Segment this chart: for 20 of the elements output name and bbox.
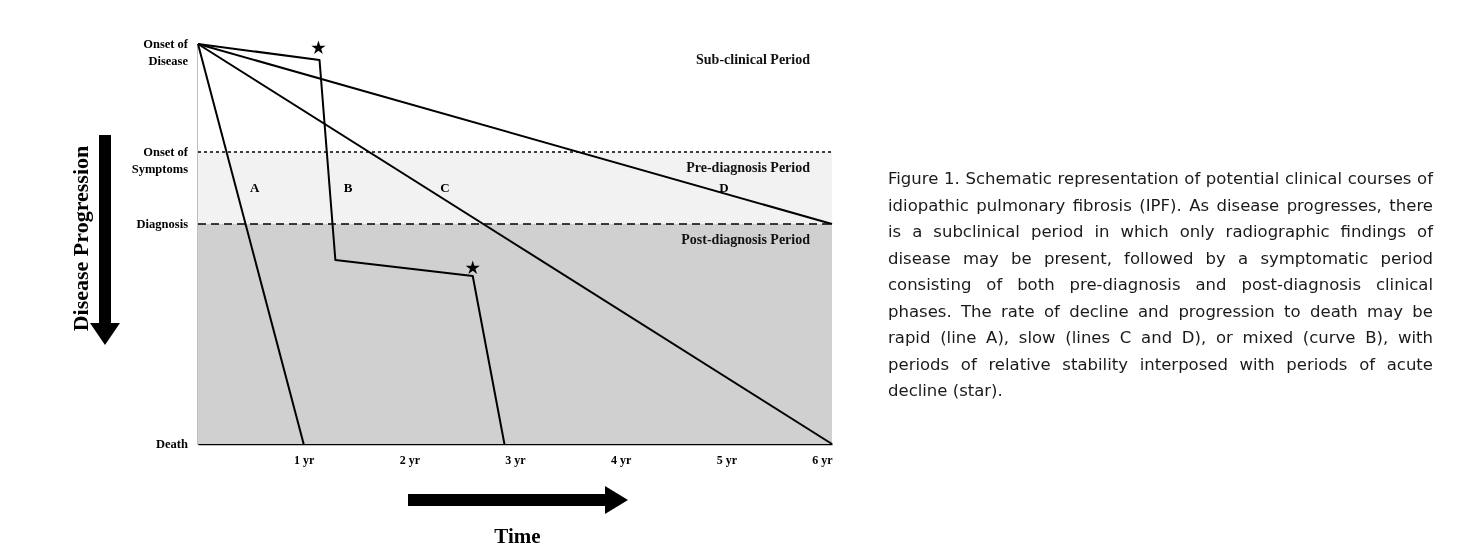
x-tick-label: 2 yr	[399, 452, 421, 467]
band-label: Pre-diagnosis Period	[686, 160, 811, 175]
series-label: A	[250, 180, 261, 195]
y-axis-title: Disease Progression	[67, 145, 93, 332]
annotation: Death	[156, 437, 189, 451]
x-axis-title: Time	[494, 523, 541, 548]
x-tick-label: 4 yr	[611, 452, 632, 467]
x-tick-label: 3 yr	[505, 452, 527, 467]
x-tick-label: 6 yr	[812, 452, 834, 467]
annotation: Onset of Disease	[143, 37, 189, 68]
band-label: Post-diagnosis Period	[681, 232, 811, 247]
band-label: Sub-clinical Period	[696, 52, 811, 67]
ref-line-label: Diagnosis	[136, 217, 189, 231]
series-label: D	[719, 180, 729, 195]
ref-line-label: Onset of Symptoms	[131, 145, 189, 176]
x-tick-label: 1 yr	[294, 452, 315, 467]
x-tick-label: 5 yr	[716, 452, 738, 467]
series-label: C	[440, 180, 450, 195]
text: Figure 1. Schematic representation of potential clinical courses of idiopathic pulmonary fibrosis (IPF). As disease progresses, there is a subclinical period in which only radiographic findings of disease may be present, followed by a symptomatic period consisting of both pre-diagnosis and post-diagnosis clinical phases. The rate of decline and progression to death may be rapid (line A), slow (lines C and D), or mixed (curve B), with periods of relative stability interposed with periods of acute decline (star).	[888, 169, 1433, 400]
series-label: B	[343, 180, 353, 195]
